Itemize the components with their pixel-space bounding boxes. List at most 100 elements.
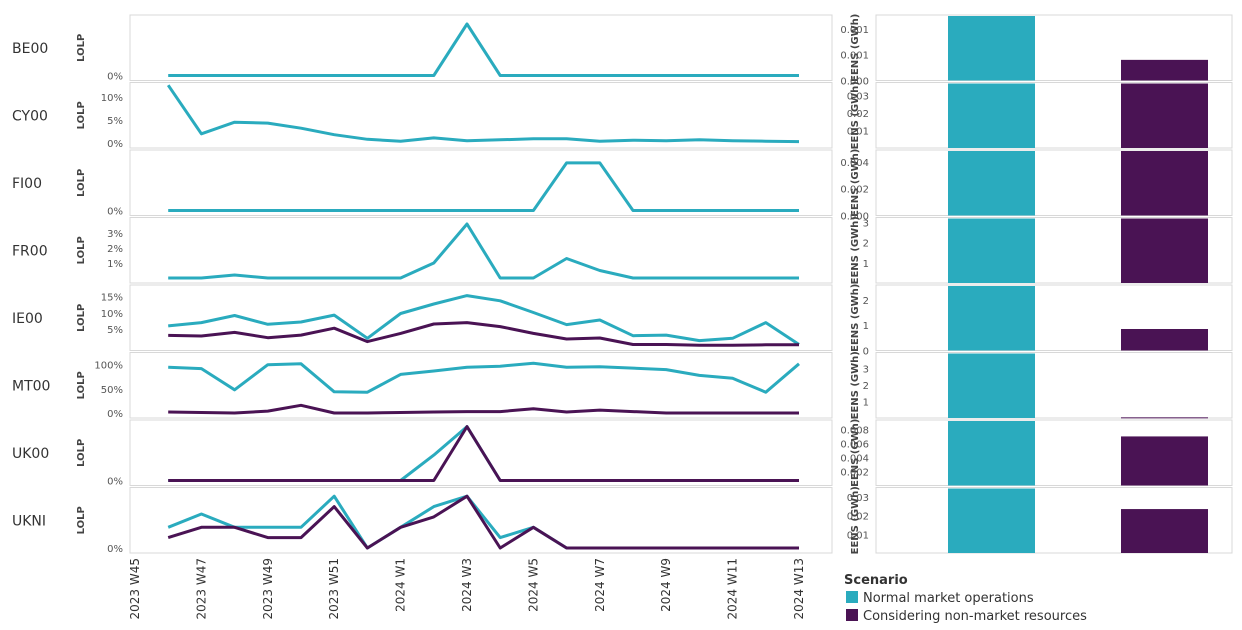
eens-bar-normal bbox=[948, 353, 1035, 418]
x-tick-label: 2024 W13 bbox=[792, 558, 806, 620]
eens-bar-nonmarket bbox=[1121, 59, 1208, 81]
bar-panel-frame bbox=[875, 149, 1233, 216]
eens-tick-label: 3 bbox=[863, 219, 869, 230]
eens-bar-normal bbox=[948, 218, 1035, 283]
eens-tick-label: 0.000 bbox=[840, 77, 869, 88]
line-panel-frame bbox=[129, 149, 833, 216]
x-tick-label: 2024 W11 bbox=[726, 558, 740, 620]
eens-bar-normal bbox=[948, 488, 1035, 553]
eens-bar-normal bbox=[948, 151, 1035, 216]
lolp-axis-title: LOLP bbox=[76, 34, 87, 62]
eens-tick-label: 1 bbox=[863, 259, 869, 270]
eens-tick-label: 0.03 bbox=[847, 493, 869, 504]
x-tick-label: 2023 W45 bbox=[128, 558, 142, 620]
bar-panel-frame bbox=[875, 487, 1233, 554]
eens-axis-title: EENS (GWh) bbox=[850, 351, 861, 419]
line-panel-frame bbox=[129, 217, 833, 284]
region-label: FR00 bbox=[12, 243, 48, 259]
bar-panel-frame bbox=[875, 419, 1233, 486]
lolp-tick-label: 0% bbox=[107, 139, 123, 150]
eens-tick-label: 0.01 bbox=[847, 530, 869, 541]
legend-swatch-normal bbox=[846, 591, 858, 603]
line-panel-frame bbox=[129, 14, 833, 81]
series-line-normal bbox=[168, 361, 800, 394]
panel-ukni: UKNI LOLP EENS (GWh) 0% 0.01 0.02 0.03 bbox=[12, 486, 1233, 555]
bar-panel-frame bbox=[875, 284, 1233, 351]
lolp-tick-label: 1% bbox=[107, 259, 123, 270]
eens-tick-label: 1 bbox=[863, 321, 869, 332]
series-line-normal bbox=[168, 161, 799, 212]
lolp-axis-title: LOLP bbox=[76, 169, 87, 197]
line-panel-frame bbox=[129, 352, 833, 419]
panel-fi00: FI00 LOLP EENS (GWh) 0% 0.000 0.002 0.004 bbox=[12, 149, 1233, 223]
x-axis: 2023 W45 2023 W47 2023 W49 2023 W51 2024 W1 2… bbox=[128, 558, 806, 620]
region-label: BE00 bbox=[12, 41, 48, 57]
panel-mt00: MT00 LOLP EENS (GWh) 0% 50% 100% 1 2 3 bbox=[12, 351, 1233, 420]
eens-tick-label: 3 bbox=[863, 364, 869, 375]
x-tick-label: 2024 W9 bbox=[659, 558, 673, 612]
legend-swatch-nonmarket bbox=[846, 609, 858, 621]
eens-bar-nonmarket bbox=[1121, 83, 1208, 148]
series-line-nonmarket bbox=[168, 403, 799, 415]
region-label: UKNI bbox=[12, 513, 46, 529]
eens-axis-title: EENS (GWh) bbox=[850, 149, 861, 217]
region-label: UK00 bbox=[12, 446, 49, 462]
line-panel-frame bbox=[129, 82, 833, 149]
eens-bar-nonmarket bbox=[1121, 417, 1208, 419]
series-line-normal bbox=[168, 222, 799, 280]
series-line-normal bbox=[168, 22, 799, 77]
eens-tick-label: 0.000 bbox=[840, 212, 869, 223]
lolp-tick-label: 2% bbox=[107, 244, 123, 255]
eens-tick-label: 0.001 bbox=[840, 51, 869, 62]
eens-tick-label: 0 bbox=[863, 347, 869, 358]
x-tick-label: 2023 W51 bbox=[327, 558, 341, 620]
panel-fr00: FR00 LOLP EENS (GWh) 1% 2% 3% 1 2 3 bbox=[12, 216, 1233, 284]
lolp-axis-title: LOLP bbox=[76, 439, 87, 467]
eens-bar-normal bbox=[948, 421, 1035, 486]
series-line-nonmarket bbox=[167, 494, 799, 550]
lolp-axis-title: LOLP bbox=[76, 371, 87, 399]
eens-axis-title: EENS (GWh) bbox=[850, 216, 861, 284]
x-tick-label: 2023 W47 bbox=[194, 558, 208, 620]
legend-label-normal: Normal market operations bbox=[863, 591, 1034, 606]
lolp-axis-title: LOLP bbox=[76, 101, 87, 129]
lolp-axis-title: LOLP bbox=[76, 506, 87, 534]
panel-uk00: UK00 LOLP EENS (GWh) 0% 0.002 0.004 0.006 0.008 bbox=[12, 419, 1233, 488]
eens-bar-nonmarket bbox=[1121, 436, 1208, 486]
eens-tick-label: 0.004 bbox=[840, 453, 869, 464]
x-tick-label: 2024 W5 bbox=[526, 558, 540, 612]
lolp-tick-label: 3% bbox=[107, 229, 123, 240]
line-panel-frame bbox=[129, 284, 833, 351]
region-label: CY00 bbox=[12, 108, 48, 124]
eens-axis-title: EENS (GWh) bbox=[850, 81, 861, 149]
panel-be00: BE00 LOLP EENS (GWh) 0% 0.000 0.001 0.001 bbox=[12, 14, 1233, 88]
eens-bar-nonmarket bbox=[1121, 151, 1208, 216]
lolp-tick-label: 100% bbox=[94, 361, 123, 372]
bar-panel-frame bbox=[875, 352, 1233, 419]
eens-bar-nonmarket bbox=[1121, 218, 1208, 283]
series-line-normal bbox=[168, 294, 800, 346]
region-label: IE00 bbox=[12, 311, 43, 327]
region-label: FI00 bbox=[12, 176, 42, 192]
x-tick-label: 2024 W7 bbox=[593, 558, 607, 612]
bar-panel-frame bbox=[875, 14, 1233, 81]
eens-bar-normal bbox=[948, 83, 1035, 148]
lolp-tick-label: 0% bbox=[107, 409, 123, 420]
legend-title: Scenario bbox=[844, 573, 908, 588]
eens-axis-title: EENS (GWh) bbox=[850, 14, 861, 82]
lolp-tick-label: 15% bbox=[101, 293, 123, 304]
x-tick-label: 2024 W3 bbox=[460, 558, 474, 612]
bar-panel-frame bbox=[875, 82, 1233, 149]
eens-axis-title: EENS (GWh) bbox=[850, 486, 861, 554]
eens-tick-label: 1 bbox=[863, 397, 869, 408]
eens-tick-label: 0.03 bbox=[847, 92, 869, 103]
lolp-tick-label: 0% bbox=[107, 477, 123, 488]
x-tick-label: 2024 W1 bbox=[394, 558, 408, 612]
lolp-tick-label: 0% bbox=[107, 544, 123, 555]
eens-tick-label: 2 bbox=[863, 296, 869, 307]
eens-bar-normal bbox=[948, 286, 1035, 351]
eens-tick-label: 0.001 bbox=[840, 25, 869, 36]
eens-tick-label: 0.008 bbox=[840, 425, 869, 436]
lolp-axis-title: LOLP bbox=[76, 236, 87, 264]
line-panel-frame bbox=[129, 419, 833, 486]
